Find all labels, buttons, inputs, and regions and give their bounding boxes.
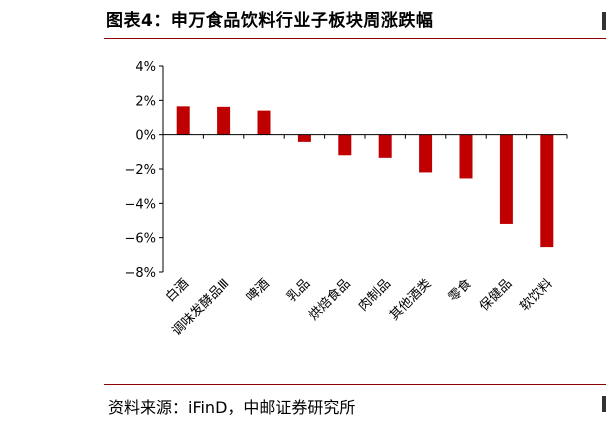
bar: [540, 134, 554, 248]
edge-fragment: [602, 396, 606, 412]
category-label: 烘焙食品: [306, 276, 354, 324]
bar: [257, 110, 271, 135]
y-tick-label: 4%: [135, 60, 156, 75]
y-tick-label: −4%: [124, 197, 156, 212]
y-tick-label: −6%: [124, 232, 156, 247]
category-label: 软饮料: [517, 276, 555, 314]
bar: [297, 134, 311, 142]
chart-title: 图表4：申万食品饮料行业子板块周涨跌幅: [106, 11, 434, 31]
bar: [459, 134, 473, 179]
bar: [419, 134, 433, 173]
source-note: 资料来源：iFinD，中邮证券研究所: [108, 398, 356, 417]
y-tick-label: −2%: [124, 163, 156, 178]
bar: [176, 106, 190, 135]
y-axis: 4% 2% 0% −2% −4% −6% −8%: [124, 60, 164, 281]
category-label: 乳品: [284, 276, 313, 305]
bars: [176, 106, 554, 248]
bar: [499, 134, 513, 224]
title-divider: [104, 38, 606, 39]
category-label: 其他酒类: [387, 276, 434, 323]
y-tick-label: 0%: [135, 129, 156, 144]
category-label: 肉制品: [356, 276, 394, 314]
y-tick-label: −8%: [124, 266, 156, 281]
y-tick-label: 2%: [135, 94, 156, 109]
category-label: 保健品: [477, 276, 515, 314]
bar: [338, 134, 352, 156]
edge-fragment: [602, 12, 606, 30]
category-label: 零食: [445, 276, 475, 306]
category-label: 白酒: [162, 276, 192, 306]
bar: [378, 134, 392, 158]
category-label: 啤酒: [244, 276, 273, 305]
footer-divider: [104, 384, 606, 385]
bar: [217, 106, 231, 135]
